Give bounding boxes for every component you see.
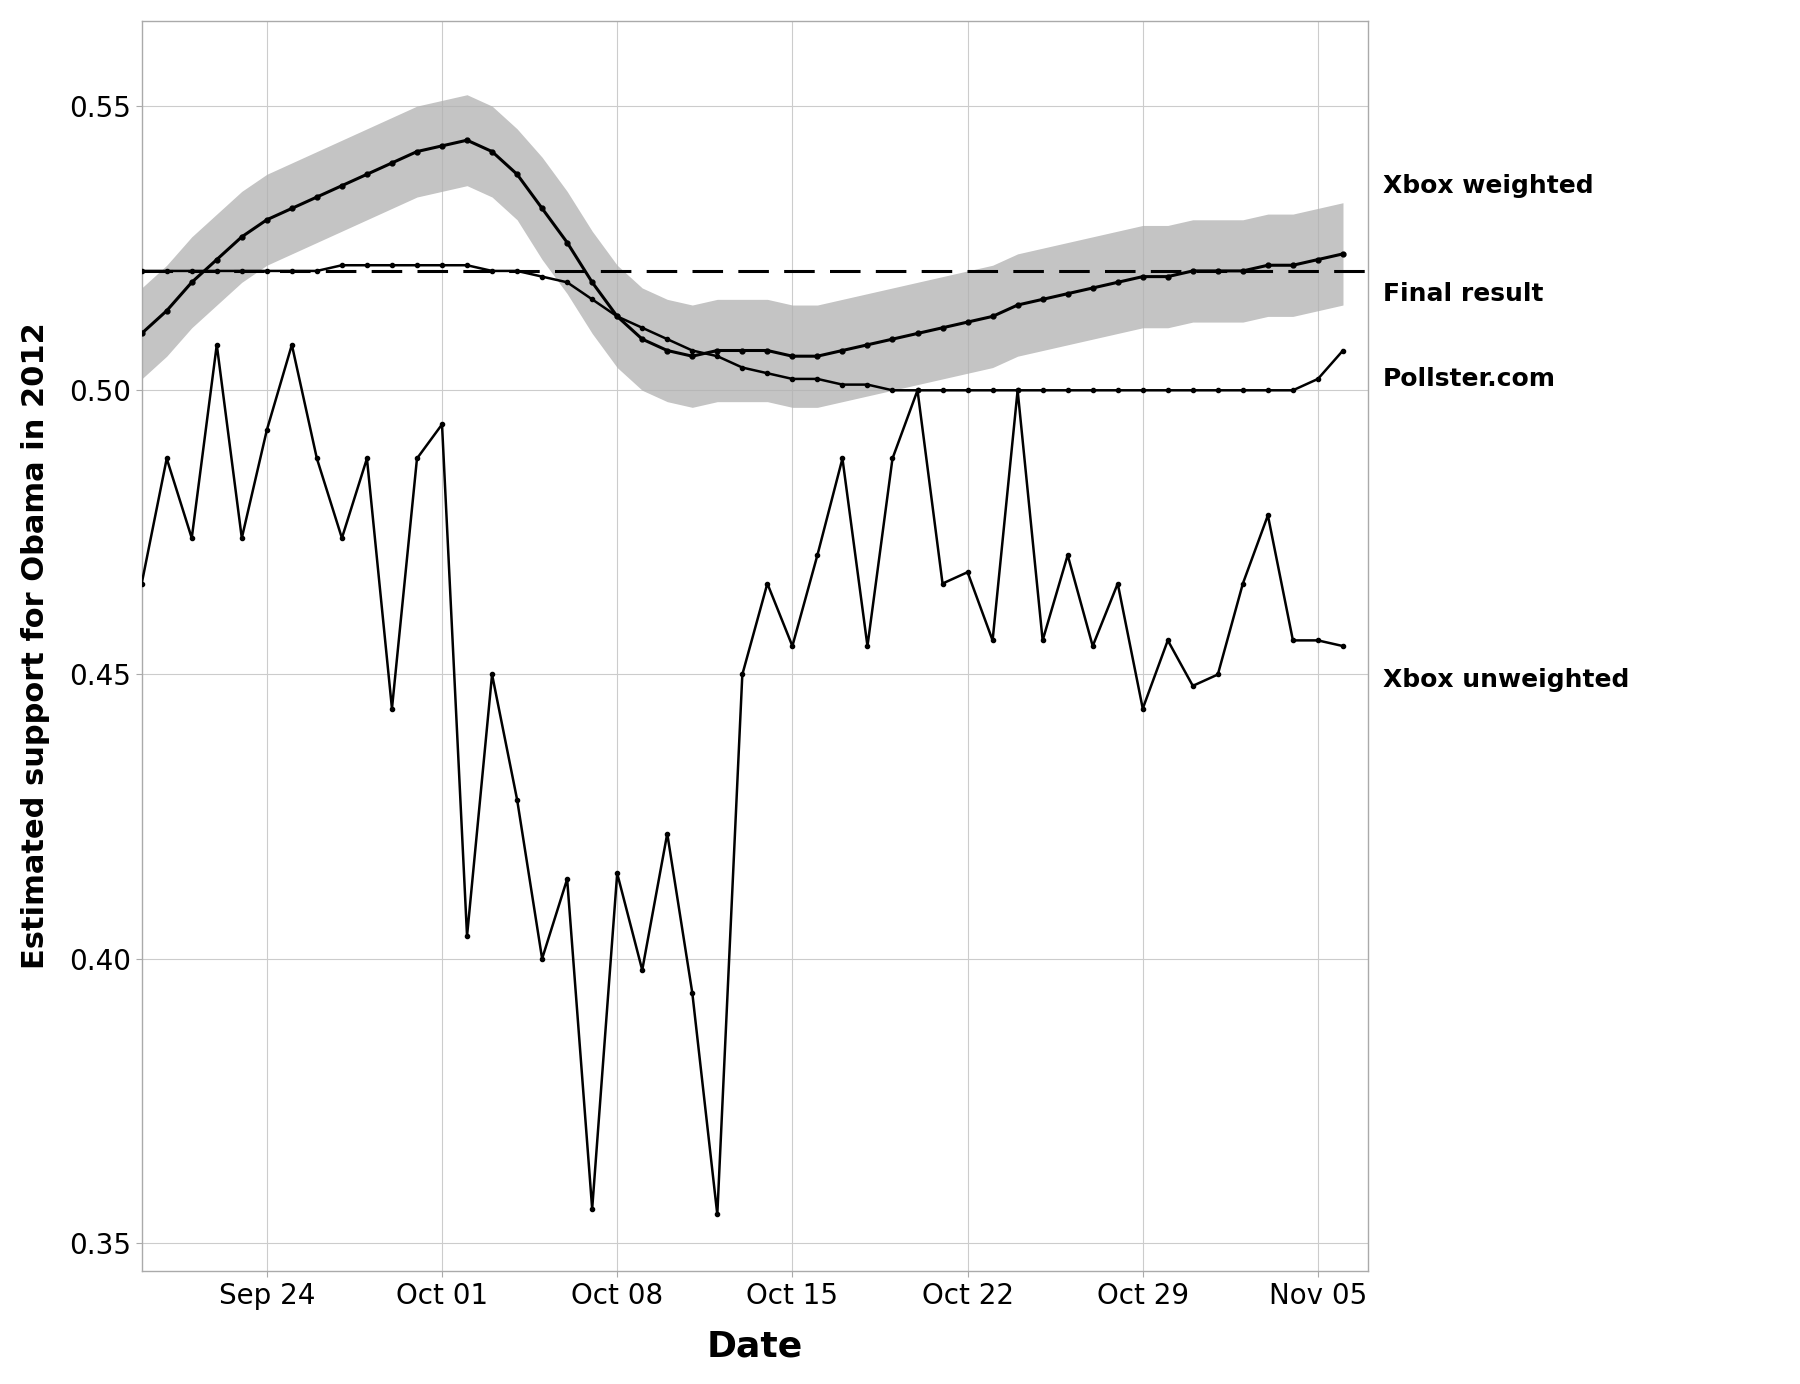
Text: Final result: Final result	[1382, 282, 1543, 306]
Y-axis label: Estimated support for Obama in 2012: Estimated support for Obama in 2012	[22, 322, 50, 969]
Text: Xbox weighted: Xbox weighted	[1382, 173, 1593, 198]
Text: Xbox unweighted: Xbox unweighted	[1382, 668, 1629, 692]
X-axis label: Date: Date	[707, 1329, 803, 1363]
Text: Pollster.com: Pollster.com	[1382, 367, 1555, 390]
